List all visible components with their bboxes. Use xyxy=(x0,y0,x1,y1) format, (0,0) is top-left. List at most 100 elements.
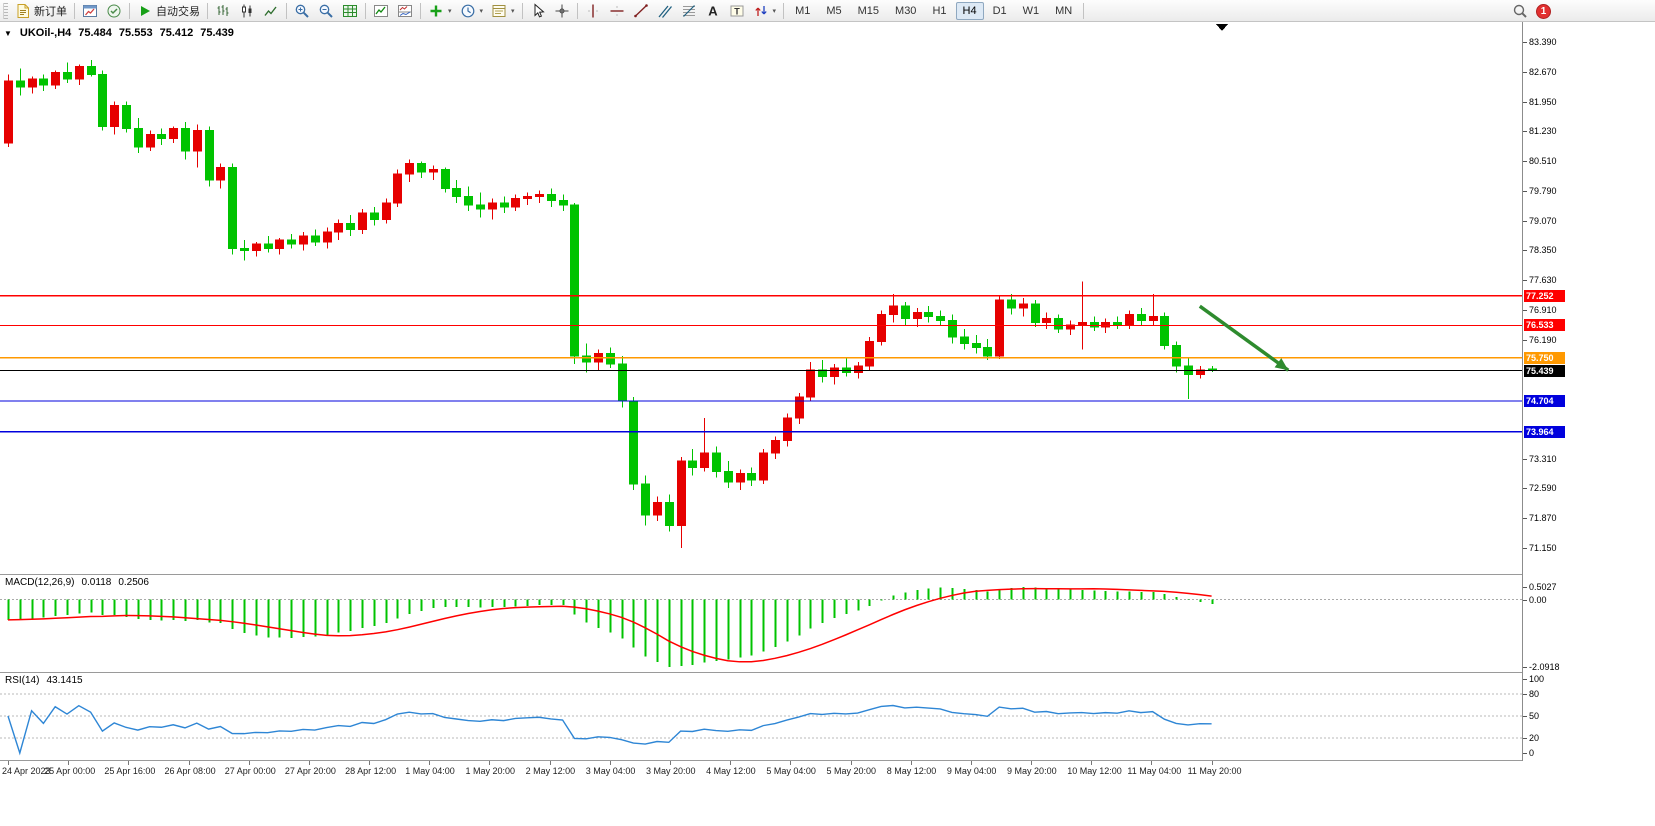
trend-arrow-annotation xyxy=(1198,304,1290,372)
time-axis-label: 27 Apr 00:00 xyxy=(224,766,276,776)
rsi-name: RSI(14) xyxy=(5,675,40,686)
macd-main-value: 0.0118 xyxy=(81,577,112,588)
toolbar-right: 1 xyxy=(1508,0,1551,22)
candlestick-chart-button[interactable] xyxy=(235,0,259,22)
fibonacci-button[interactable] xyxy=(677,0,701,22)
timeframe-m15-button[interactable]: M15 xyxy=(857,4,880,17)
vertical-line-button[interactable] xyxy=(581,0,605,22)
fibonacci-icon xyxy=(682,4,695,17)
equidistant-channel-button[interactable] xyxy=(653,0,677,22)
axis-tick xyxy=(1523,518,1527,520)
timeframe-w1-button[interactable]: W1 xyxy=(1022,4,1040,17)
current-price-label[interactable]: 75.439 xyxy=(1524,364,1565,377)
panel-separator xyxy=(0,760,1568,761)
panel-separator[interactable] xyxy=(0,672,1568,673)
time-axis-label: 9 May 04:00 xyxy=(946,766,997,776)
cursor-button[interactable] xyxy=(526,0,550,22)
zoom-out-button[interactable] xyxy=(314,0,338,22)
time-axis-tick xyxy=(910,761,912,765)
text-button[interactable]: A xyxy=(701,0,725,22)
candlestick-chart[interactable] xyxy=(0,22,1522,574)
notification-badge[interactable]: 1 xyxy=(1536,3,1551,19)
symbol-period-label: UKOil-,H4 xyxy=(19,27,72,39)
horizontal-line-button[interactable] xyxy=(605,0,629,22)
axis-tick xyxy=(1523,220,1527,222)
axis-tick xyxy=(1523,131,1527,133)
time-axis-tick xyxy=(730,761,732,765)
low-value: 75.412 xyxy=(159,27,194,39)
rsi-label: RSI(14) 43.1415 xyxy=(5,675,83,686)
new-order-button[interactable]: 新订单 xyxy=(11,0,71,22)
autotrading-icon xyxy=(141,5,150,16)
panel-separator[interactable] xyxy=(0,574,1568,575)
axis-tick xyxy=(1523,280,1527,282)
time-axis-label: 25 Apr 00:00 xyxy=(44,766,96,776)
text-label-button[interactable]: T xyxy=(725,0,749,22)
toolbar-separator xyxy=(365,2,366,19)
time-axis-label: 27 Apr 20:00 xyxy=(284,766,336,776)
rsi-panel[interactable] xyxy=(0,673,1522,760)
timeframe-h1-button[interactable]: H1 xyxy=(932,4,947,17)
line-chart-icon xyxy=(264,6,277,16)
indicators-button[interactable] xyxy=(369,0,393,22)
profiles-icon xyxy=(107,4,121,17)
profiles-button[interactable] xyxy=(102,0,126,22)
time-axis-tick xyxy=(429,761,431,765)
price-line-label[interactable]: 77.252 xyxy=(1524,289,1565,302)
time-axis-tick xyxy=(188,761,190,765)
grid-button[interactable] xyxy=(338,0,362,22)
zoom-in-button[interactable] xyxy=(290,0,314,22)
price-line-label[interactable]: 76.533 xyxy=(1524,319,1565,332)
time-axis-label: 9 May 20:00 xyxy=(1007,766,1057,776)
axis-tick xyxy=(1523,101,1527,103)
indicator-windows-button[interactable] xyxy=(393,0,417,22)
timeframe-d1-button[interactable]: D1 xyxy=(992,4,1007,17)
time-axis-label: 10 May 12:00 xyxy=(1067,766,1122,776)
time-axis-tick xyxy=(128,761,130,765)
periods-button[interactable]: ▾ xyxy=(456,0,488,22)
time-axis-label: 11 May 20:00 xyxy=(1187,766,1242,776)
line-chart-button[interactable] xyxy=(259,0,283,22)
time-axis-tick xyxy=(549,761,551,765)
price-tick-label: 79.790 xyxy=(1529,185,1557,196)
templates-button[interactable]: ▾ xyxy=(487,0,519,22)
autotrading-button[interactable]: 自动交易 xyxy=(133,0,204,22)
arrows-button[interactable]: ▾ xyxy=(749,0,781,22)
timeframe-mn-button[interactable]: MN xyxy=(1055,4,1073,17)
crosshair-button[interactable] xyxy=(550,0,574,22)
time-axis-tick xyxy=(609,761,611,765)
macd-panel[interactable] xyxy=(0,575,1522,672)
bar-chart-button[interactable] xyxy=(211,0,235,22)
toolbar-grip[interactable] xyxy=(3,2,8,19)
time-axis-label: 1 May 04:00 xyxy=(405,766,455,776)
time-axis-tick xyxy=(790,761,792,765)
trendline-button[interactable] xyxy=(629,0,653,22)
new-order-button-label: 新订单 xyxy=(34,5,67,18)
timeframe-m5-button[interactable]: M5 xyxy=(826,4,842,17)
price-line-label[interactable]: 75.750 xyxy=(1524,351,1565,364)
price-axis[interactable]: 83.390 82.670 81.950 81.230 80.510 79.790 79.0… xyxy=(1522,22,1568,761)
svg-text:T: T xyxy=(734,6,740,16)
timeframe-m1-button[interactable]: M1 xyxy=(795,4,811,17)
one-click-trading-arrow-icon[interactable]: ▼ xyxy=(4,28,12,38)
dropdown-caret-icon: ▾ xyxy=(511,7,515,15)
new-order-icon xyxy=(17,3,29,18)
time-axis-tick xyxy=(8,761,9,765)
add-indicator-button[interactable]: ▾ xyxy=(424,0,456,22)
price-line-label[interactable]: 74.704 xyxy=(1524,395,1565,408)
toolbar-separator xyxy=(783,2,785,19)
time-axis[interactable]: 24 Apr 2023 25 Apr 00:00 25 Apr 16:00 26 Ap… xyxy=(0,761,1568,826)
timeframe-m30-button[interactable]: M30 xyxy=(895,4,917,17)
rsi-axis-label: 100 xyxy=(1529,674,1545,684)
search-button[interactable] xyxy=(1508,0,1532,22)
price-line-label[interactable]: 73.964 xyxy=(1524,425,1565,438)
axis-tick xyxy=(1523,679,1527,680)
dropdown-caret-icon: ▾ xyxy=(772,7,777,15)
new-chart-button[interactable] xyxy=(78,0,102,22)
macd-label: MACD(12,26,9) 0.0118 0.2506 xyxy=(5,577,149,588)
price-tick-label: 81.950 xyxy=(1529,96,1557,107)
axis-tick xyxy=(1523,716,1527,717)
timeframe-h4-button[interactable]: H4 xyxy=(955,1,984,20)
axis-tick xyxy=(1523,738,1527,740)
time-axis-label: 5 May 04:00 xyxy=(766,766,816,776)
